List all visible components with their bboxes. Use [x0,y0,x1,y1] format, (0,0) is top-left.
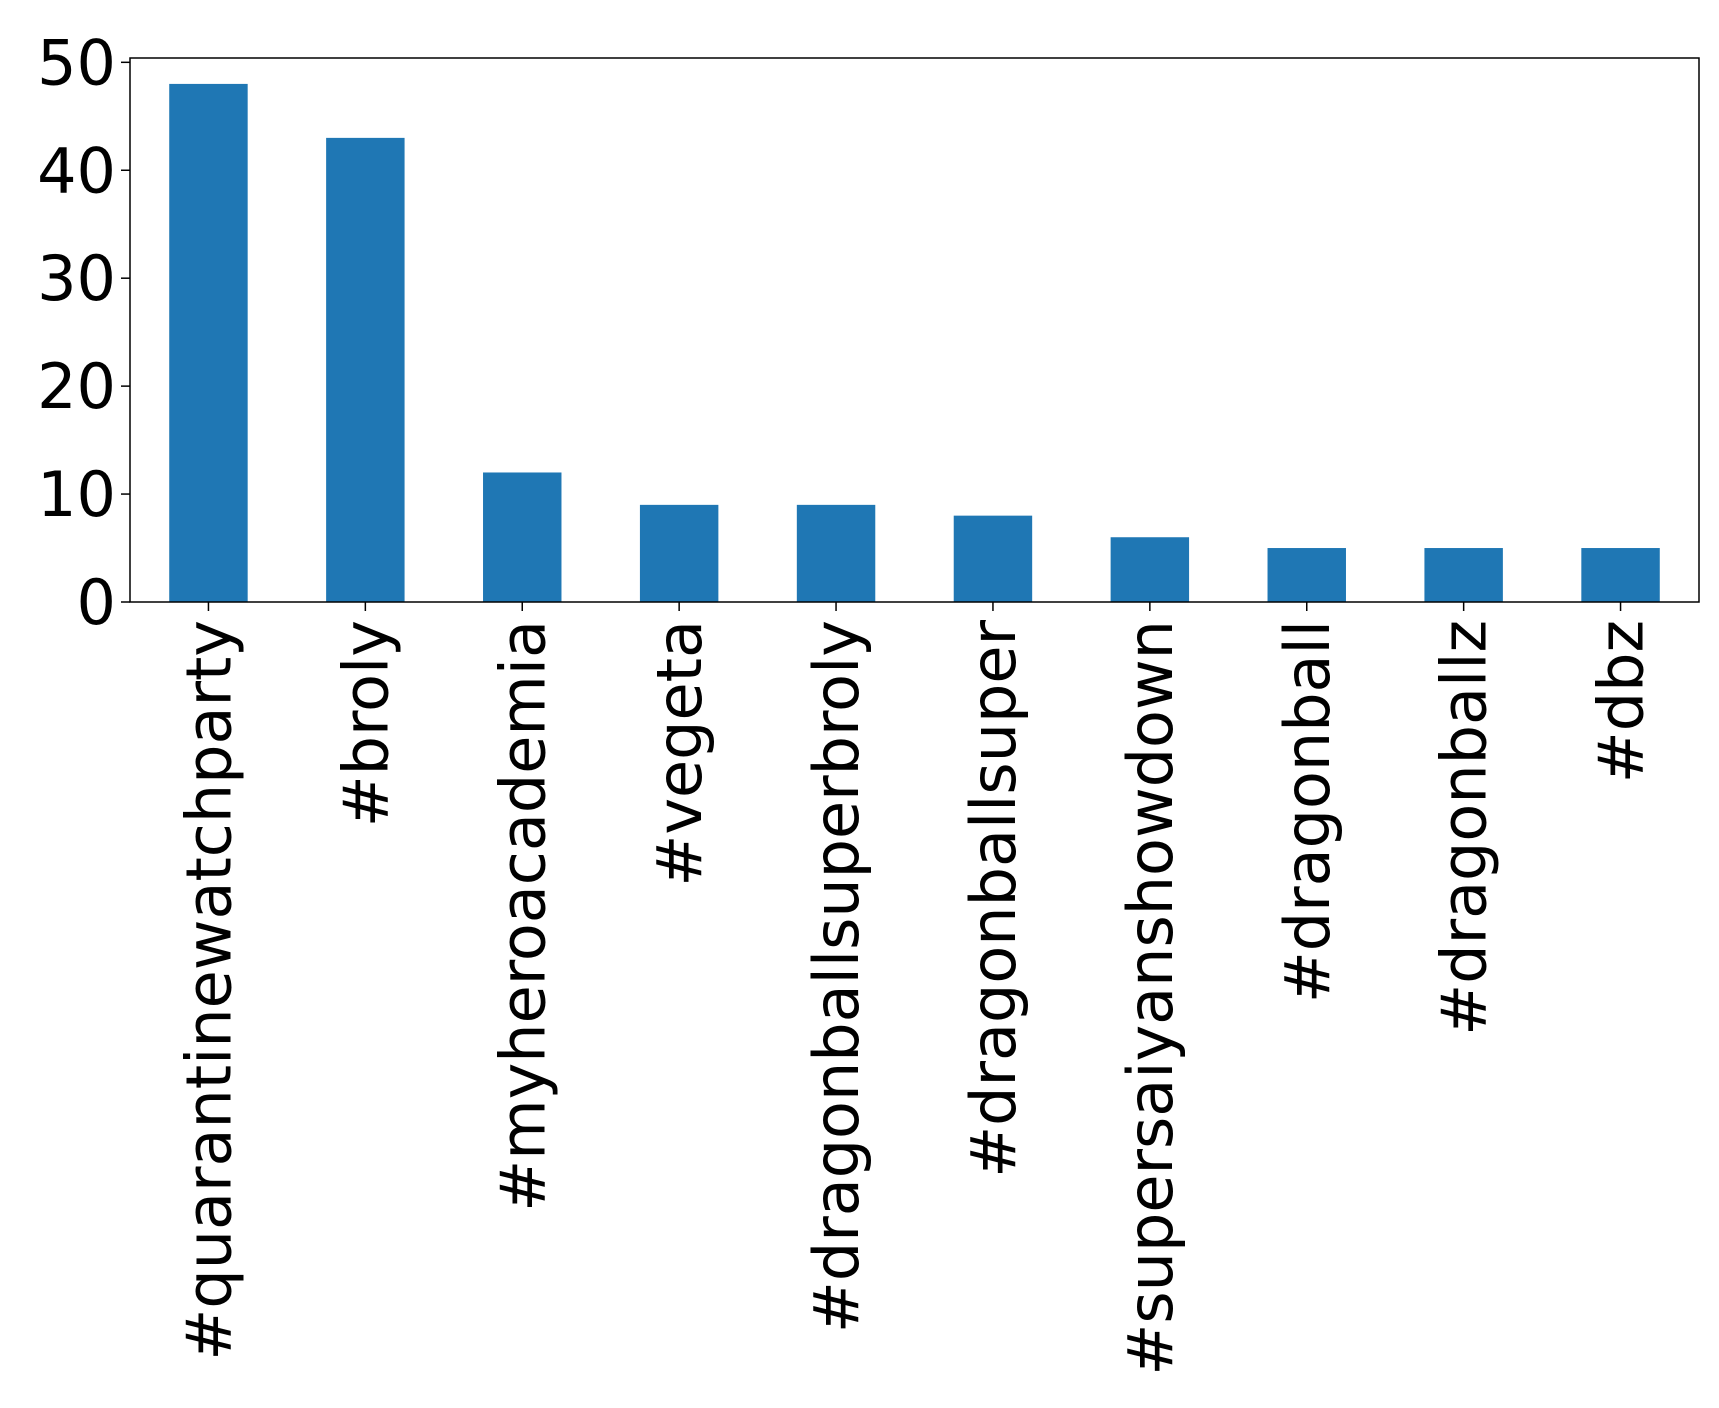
bar [1110,537,1190,602]
y-axis-ticks: 0 10 20 30 40 50 [37,26,130,639]
x-axis-ticks: #quarantinewatchparty #broly #myheroacadem… [172,602,1658,1376]
plot-frame [129,57,1700,603]
axes-layer [129,57,1700,603]
bar [639,504,719,602]
x-tick-label: #dragonballsuper [957,619,1030,1177]
y-tick-label: 0 [77,566,116,639]
x-tick-label: #quarantinewatchparty [172,620,245,1361]
x-tick-label: #dbz [1585,620,1658,783]
x-tick-label: #dragonball [1271,620,1344,1003]
y-tick-label: 50 [37,26,116,99]
x-tick-label: #dragonballsuperbroly [800,620,873,1333]
bars-layer [169,83,1660,602]
x-tick-label: #supersaiyanshowdown [1114,620,1187,1376]
bar [953,515,1033,602]
bar [1424,548,1503,602]
bar [169,83,248,602]
y-tick-label: 30 [37,242,116,315]
bar [1267,548,1346,602]
bar [326,137,405,602]
y-tick-label: 40 [37,134,116,207]
x-tick-label: #myheroacademia [486,620,559,1212]
x-tick-label: #dragonballz [1428,620,1501,1036]
y-tick-label: 10 [37,458,116,531]
bar [796,504,876,602]
bar [1581,548,1660,602]
x-tick-label: #vegeta [643,620,716,887]
y-tick-label: 20 [37,350,116,423]
x-tick-label: #broly [329,620,402,827]
bar [483,472,562,602]
